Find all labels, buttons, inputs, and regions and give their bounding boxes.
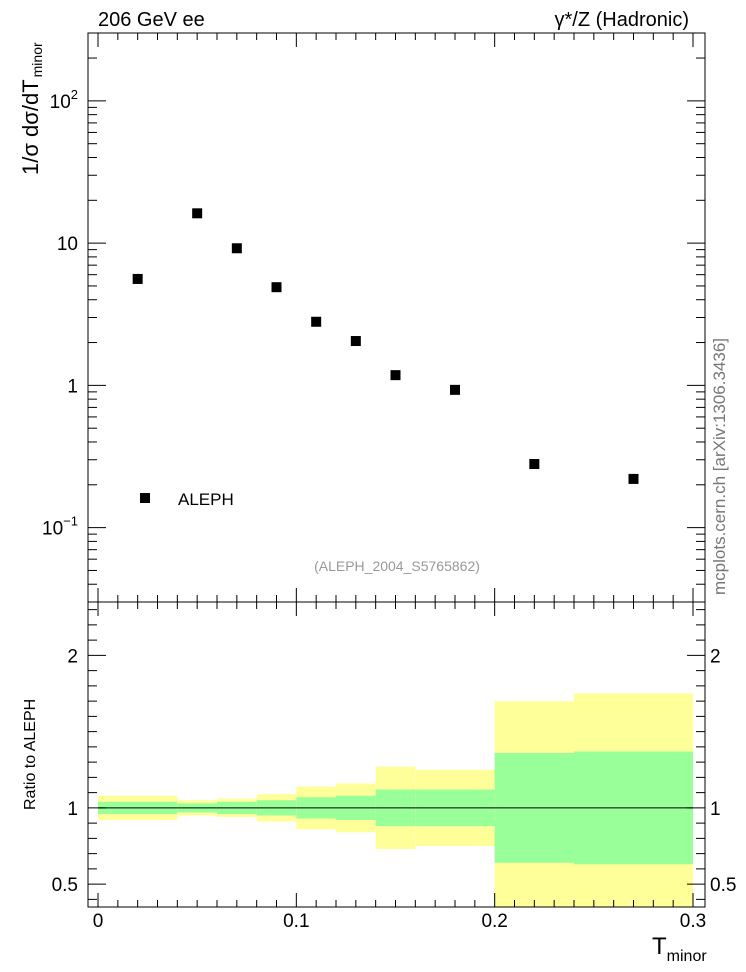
main-ytick-label-exp: 2 <box>71 87 78 102</box>
data-point-7 <box>450 384 460 395</box>
data-point-9 <box>628 473 639 484</box>
xtick-label-2: 0.2 <box>481 911 507 932</box>
ratio-axis-ticks <box>88 609 705 900</box>
xlabel-main: T <box>652 933 667 960</box>
ratio-ytick-label-right-0: 0.5 <box>710 875 736 896</box>
data-point-6 <box>390 370 401 381</box>
xtick-label-3: 0.3 <box>680 911 706 932</box>
main-ytick-label-base: 1 <box>67 376 78 397</box>
legend: ALEPH <box>140 490 234 509</box>
data-point-5 <box>350 336 361 347</box>
legend-label: ALEPH <box>178 490 234 509</box>
main-ylabel-sub: minor <box>29 42 45 77</box>
main-ytick-label-3: 102 <box>50 87 78 113</box>
main-ytick-label-exp: −1 <box>63 514 78 529</box>
xlabel-sub: minor <box>667 948 708 965</box>
main-ytick-label-base: 10 <box>57 234 78 255</box>
ratio-ytick-label-right-1: 1 <box>710 799 721 820</box>
xtick-label-1: 0.1 <box>283 911 309 932</box>
x-tick-labels: 0 0.1 0.2 0.3 <box>93 911 707 932</box>
x-axis-ticks <box>97 33 694 907</box>
legend-marker <box>140 493 150 503</box>
main-ylabel-prefix: 1/σ dσ/dT <box>18 79 43 175</box>
ratio-ylabel: Ratio to ALEPH <box>22 699 39 810</box>
ratio-ytick-label-right-2: 2 <box>710 646 721 667</box>
main-plot-frame <box>87 32 706 603</box>
ratio-y-tick-labels: 0.5 0.5 1 1 2 2 <box>52 646 737 896</box>
main-axis-ticks <box>88 32 705 603</box>
data-point-3 <box>271 282 282 293</box>
main-ytick-label-0: 10−1 <box>42 514 78 540</box>
main-ytick-label-base: 10 <box>42 519 63 540</box>
data-point-8 <box>529 459 540 470</box>
ratio-ytick-label-left-1: 1 <box>67 799 78 820</box>
main-ylabel: 1/σ dσ/dT minor <box>18 42 45 175</box>
main-ytick-label-base: 10 <box>50 92 71 113</box>
xtick-label-0: 0 <box>93 911 104 932</box>
main-ytick-label-2: 10 <box>57 234 78 255</box>
header-right: γ*/Z (Hadronic) <box>555 9 689 31</box>
side-label: mcplots.cern.ch [arXiv:1306.3436] <box>710 338 729 595</box>
ratio-bands <box>98 693 693 907</box>
data-point-0 <box>132 273 143 284</box>
data-point-2 <box>231 243 242 254</box>
data-point-4 <box>311 316 322 327</box>
analysis-watermark: (ALEPH_2004_S5765862) <box>314 558 480 574</box>
main-data-points <box>132 208 639 484</box>
header-left: 206 GeV ee <box>98 9 205 31</box>
data-point-1 <box>192 208 203 219</box>
xlabel: Tminor <box>652 933 707 965</box>
ratio-ytick-label-left-0: 0.5 <box>52 875 78 896</box>
ratio-plot-frame <box>87 601 706 908</box>
main-ytick-label-1: 1 <box>67 376 78 397</box>
ratio-ytick-label-left-2: 2 <box>67 646 78 667</box>
